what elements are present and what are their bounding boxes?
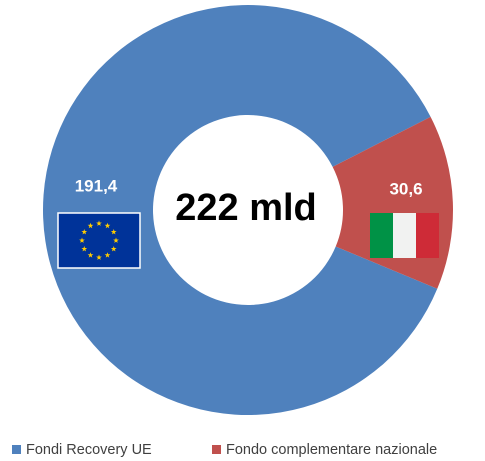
center-label: 222 mld [175, 187, 317, 229]
eu-star [113, 237, 119, 243]
legend-swatch [12, 445, 21, 454]
eu-star [104, 252, 111, 258]
value-label: 30,6 [389, 179, 422, 198]
value-label: 191,4 [75, 176, 118, 195]
eu-star [104, 222, 111, 229]
flag-red [416, 213, 439, 258]
eu-star [110, 246, 117, 252]
eu-star [81, 229, 88, 235]
slice [43, 4, 438, 415]
eu-star [81, 246, 88, 252]
flag-green [370, 213, 393, 258]
eu-star [96, 220, 102, 226]
eu-star [87, 252, 94, 258]
eu-star [79, 237, 85, 243]
legend-label: Fondo complementare nazionale [226, 442, 437, 458]
eu-star [87, 222, 94, 229]
flag-white [393, 213, 416, 258]
legend-swatch [212, 445, 221, 454]
eu-flag [57, 212, 141, 269]
eu-star [96, 254, 102, 260]
legend: Fondi Recovery UE Fondo complementare naz… [12, 442, 437, 458]
legend-label: Fondi Recovery UE [26, 442, 152, 458]
italy-flag [370, 213, 439, 258]
eu-star [110, 229, 117, 235]
